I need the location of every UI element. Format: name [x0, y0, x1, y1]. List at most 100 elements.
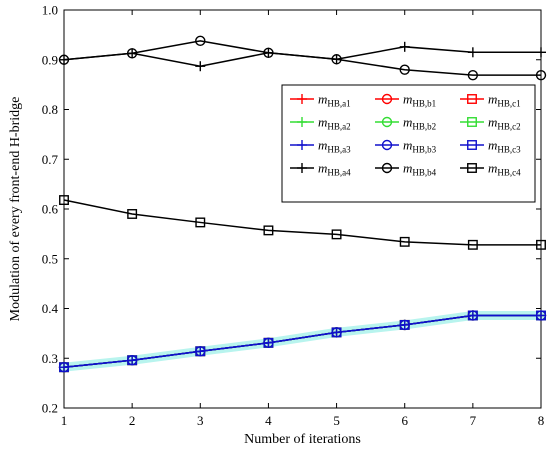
y-tick-label: 0.6: [42, 202, 59, 217]
legend-label-sub: HB,c1: [497, 99, 520, 109]
x-tick-label: 3: [197, 413, 204, 428]
square-marker: [331, 229, 342, 240]
y-tick-label: 0.9: [42, 52, 58, 67]
legend-label-main: m: [318, 92, 327, 107]
circle-marker: [126, 48, 138, 59]
legend-label-main: m: [488, 92, 497, 107]
legend-entry: mHB,a4: [290, 161, 351, 178]
x-tick-label: 7: [470, 413, 477, 428]
legend-label-main: m: [403, 161, 412, 176]
x-axis-title: Number of iterations: [244, 432, 361, 447]
legend-entry: mHB,b4: [375, 161, 437, 178]
legend-label-sub: HB,c3: [497, 145, 521, 155]
plot-area-frame: [63, 9, 542, 409]
legend-label-main: m: [488, 161, 497, 176]
legend-label: mHB,c3: [488, 138, 521, 155]
legend-label-main: m: [318, 115, 327, 130]
y-tick-label: 0.5: [42, 251, 58, 266]
square-marker: [127, 209, 138, 219]
y-axis-title: Modulation of every front-end H-bridge: [8, 97, 23, 322]
circle-marker: [331, 54, 342, 65]
series-line: [63, 314, 541, 368]
legend-entry: mHB,c1: [460, 92, 521, 109]
legend-label: mHB,b4: [403, 161, 437, 178]
series-line: [63, 199, 541, 246]
legend-label-sub: HB,a4: [327, 168, 351, 178]
legend-label: mHB,b2: [403, 115, 436, 132]
square-marker: [399, 236, 410, 247]
square-marker: [536, 310, 546, 321]
circle-marker: [381, 93, 393, 105]
legend-label: mHB,a3: [318, 138, 351, 155]
axis-ticks: 1 2 3 4 5 6 7 8 0.2 0.3 0.4 0.5 0.6 0.7 0.8 0.9 1.0: [42, 3, 545, 429]
x-tick-label: 1: [61, 413, 68, 428]
legend-label: mHB,b1: [403, 92, 436, 109]
legend-label-sub: HB,a1: [327, 99, 350, 109]
circle-marker: [195, 35, 206, 47]
series-lines: [58, 35, 547, 373]
legend-label-sub: HB,b1: [412, 99, 436, 109]
legend-label-main: m: [403, 138, 412, 153]
square-marker: [536, 239, 546, 250]
square-marker: [467, 239, 478, 250]
y-tick-label: 0.3: [42, 351, 58, 366]
legend-label-sub: HB,b2: [412, 122, 436, 132]
series-mhb-c4: [59, 195, 546, 250]
legend-label-sub: HB,b3: [412, 145, 436, 155]
y-tick-label: 0.2: [42, 401, 58, 416]
circle-marker: [381, 116, 393, 128]
legend-entry: mHB,b3: [375, 138, 437, 155]
legend-label: mHB,a1: [318, 92, 351, 109]
square-marker: [195, 346, 206, 357]
legend-label-main: m: [488, 138, 497, 153]
circle-marker: [58, 54, 70, 65]
circle-marker: [399, 64, 410, 75]
legend-entry: mHB,a3: [290, 138, 351, 155]
x-tick-label: 8: [538, 413, 545, 428]
circle-marker: [535, 69, 547, 81]
x-tick-label: 5: [333, 413, 340, 428]
square-marker: [195, 217, 206, 228]
y-tick-label: 0.7: [42, 152, 59, 167]
legend-entry: mHB,c3: [460, 138, 521, 155]
circle-marker: [381, 162, 393, 174]
legend-label: mHB,b3: [403, 138, 437, 155]
legend-label-sub: HB,c2: [497, 122, 520, 132]
legend-entry: mHB,b1: [375, 92, 436, 109]
legend-label-sub: HB,c4: [497, 168, 521, 178]
legend-label-main: m: [318, 138, 327, 153]
circle-marker: [467, 69, 479, 81]
square-marker: [263, 225, 274, 236]
circle-marker: [263, 47, 274, 58]
legend-label-main: m: [318, 161, 327, 176]
square-marker: [59, 362, 69, 373]
square-marker: [263, 337, 274, 348]
x-tick-label: 4: [265, 413, 272, 428]
square-marker: [467, 117, 477, 127]
legend-label-main: m: [488, 115, 497, 130]
y-tick-label: 0.8: [42, 102, 58, 117]
square-marker: [331, 327, 342, 338]
legend-box: [281, 84, 536, 203]
series-mhb-c3: [59, 310, 546, 373]
legend-entry: mHB,c4: [460, 161, 521, 178]
legend-entry: mHB,a2: [290, 115, 351, 132]
circle-marker: [381, 139, 393, 151]
legend-entry: mHB,c2: [460, 115, 521, 132]
legend-label-main: m: [403, 92, 412, 107]
series-line: [63, 40, 541, 76]
legend-label-main: m: [403, 115, 412, 130]
y-tick-label: 1.0: [42, 3, 58, 18]
square-marker: [127, 355, 138, 366]
square-marker: [467, 163, 477, 173]
y-tick-label: 0.4: [42, 301, 59, 316]
x-tick-label: 6: [401, 413, 408, 428]
legend-label-sub: HB,a2: [327, 122, 350, 132]
legend-label: mHB,a4: [318, 161, 351, 178]
square-marker: [467, 94, 477, 104]
legend-label-sub: HB,b4: [412, 168, 436, 178]
square-marker: [399, 319, 410, 330]
legend-entry: mHB,b2: [375, 115, 436, 132]
